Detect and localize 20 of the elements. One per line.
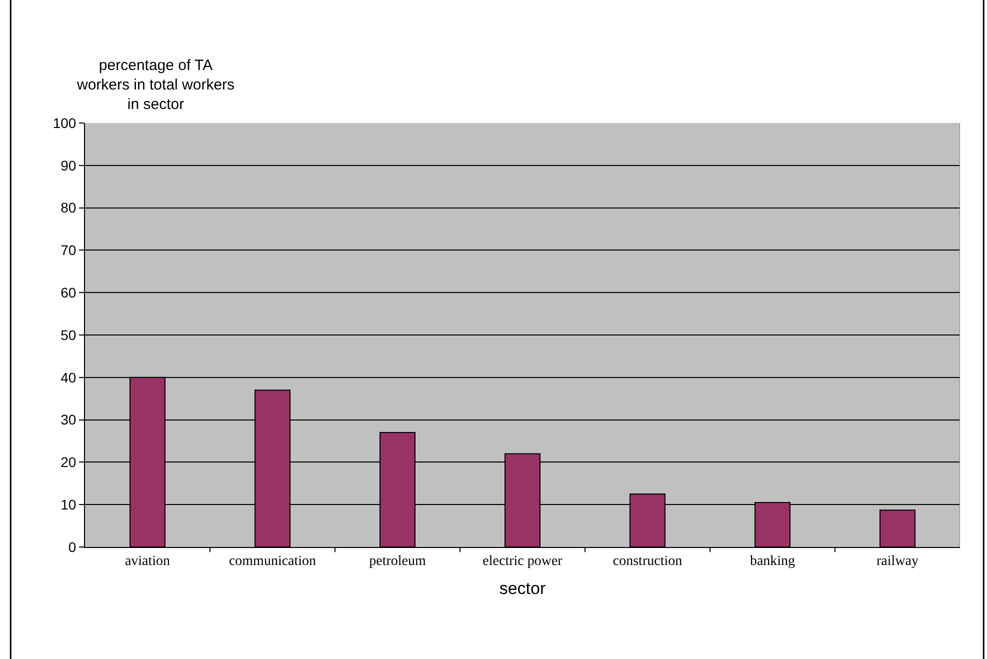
x-tick-label: aviation: [124, 554, 170, 569]
y-tick-label: 50: [60, 326, 76, 343]
x-tick-label: communication: [228, 554, 316, 569]
y-tick-label: 100: [52, 114, 76, 131]
y-tick-label: 70: [60, 242, 76, 258]
y-tick-label: 60: [60, 284, 76, 300]
y-tick-label: 90: [60, 157, 76, 174]
x-tick-label: electric power: [482, 554, 563, 569]
y-tick-label: 40: [60, 369, 76, 386]
x-axis-title: sector: [499, 579, 546, 598]
y-tick-label: 0: [68, 538, 76, 555]
y-tick-label: 10: [60, 496, 76, 512]
x-tick-label: construction: [612, 554, 682, 569]
x-tick-label: banking: [750, 554, 796, 569]
y-tick-label: 80: [60, 200, 76, 216]
y-tick-label: 20: [60, 454, 76, 470]
y-axis-title: percentage of TA workers in total workers in sector: [76, 57, 235, 113]
x-tick-label: railway: [876, 554, 918, 569]
y-tick-label: 30: [60, 412, 76, 428]
x-tick-label: petroleum: [369, 554, 426, 569]
